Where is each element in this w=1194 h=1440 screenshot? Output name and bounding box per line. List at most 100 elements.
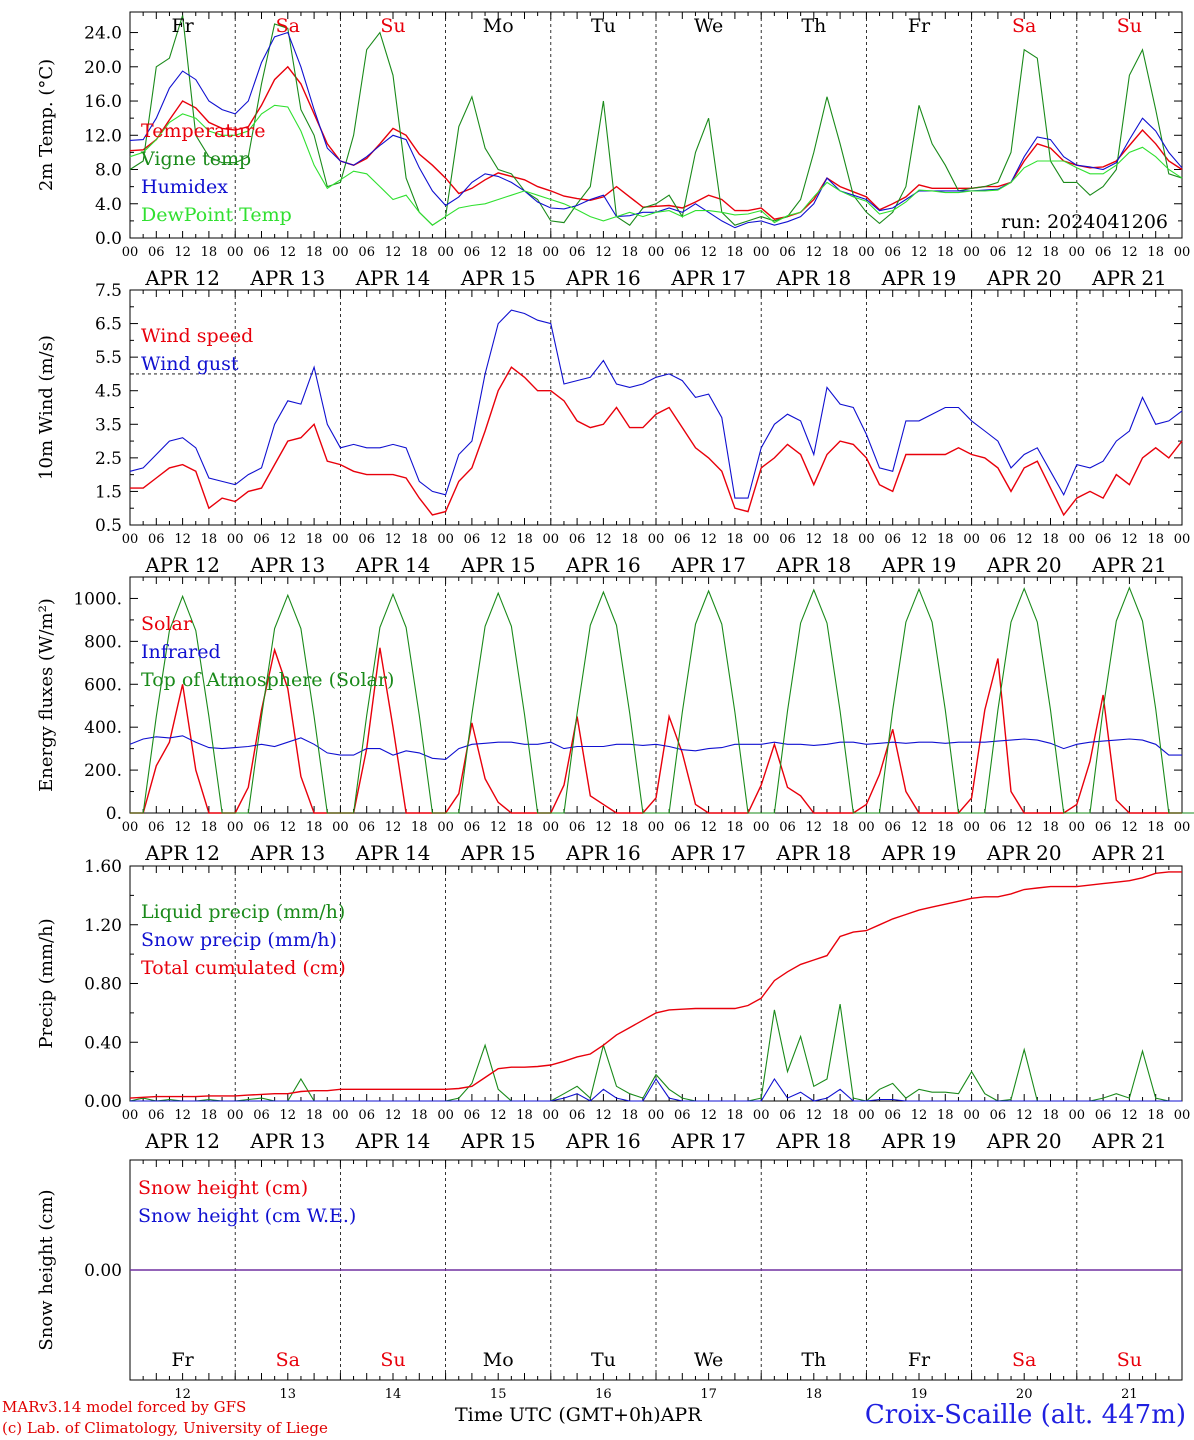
hour-tick-label: 00: [648, 245, 665, 260]
hour-tick-label: 12: [1016, 532, 1033, 547]
y-tick-label: 24.0: [84, 24, 122, 44]
y-tick-label: 200.: [84, 761, 122, 781]
hour-tick-label: 12: [1121, 820, 1138, 835]
hour-tick-label: 06: [779, 820, 796, 835]
hour-tick-label: 00: [753, 532, 770, 547]
hour-tick-label: 06: [779, 245, 796, 260]
hour-tick-label: 00: [122, 532, 139, 547]
hour-tick-label: 12: [280, 532, 297, 547]
date-label: APR 12: [144, 841, 220, 865]
hour-tick-label: 06: [674, 245, 691, 260]
weekday-label: Mo: [483, 1349, 514, 1371]
hour-tick-label: 00: [122, 245, 139, 260]
date-label: APR 20: [986, 841, 1062, 865]
date-label: APR 12: [144, 1129, 220, 1153]
date-label: APR 14: [355, 841, 431, 865]
hour-tick-label: 06: [990, 245, 1007, 260]
series-line: [129, 309, 1183, 499]
legend-entry: Top of Atmosphere (Solar): [141, 669, 394, 691]
weekday-label: Su: [380, 1349, 405, 1371]
hour-tick-label: 18: [1147, 820, 1164, 835]
hour-tick-label: 18: [201, 1108, 218, 1123]
hour-tick-label: 00: [227, 820, 244, 835]
hour-tick-label: 06: [464, 245, 481, 260]
hour-tick-label: 06: [990, 820, 1007, 835]
series-line: [129, 735, 1182, 760]
hour-tick-label: 00: [227, 532, 244, 547]
day-number-label: 21: [1121, 1387, 1138, 1400]
date-label: APR 15: [460, 266, 536, 290]
y-tick-label: 20.0: [84, 58, 122, 78]
hour-tick-label: 00: [1069, 245, 1086, 260]
hour-tick-label: 06: [253, 1108, 270, 1123]
hour-tick-label: 12: [595, 245, 612, 260]
date-label: APR 14: [355, 553, 431, 577]
hour-tick-label: 12: [174, 1108, 191, 1123]
y-tick-label: 0.5: [95, 516, 122, 536]
hour-tick-label: 06: [884, 532, 901, 547]
hour-tick-label: 06: [148, 245, 165, 260]
hour-tick-label: 12: [1121, 1108, 1138, 1123]
legend-entry: Temperature: [141, 120, 265, 142]
hour-tick-label: 00: [437, 1108, 454, 1123]
hour-tick-label: 00: [332, 532, 349, 547]
hour-tick-label: 06: [1095, 1108, 1112, 1123]
hour-tick-label: 12: [1121, 245, 1138, 260]
weekday-label: Su: [1117, 1349, 1142, 1371]
day-number-label: 19: [911, 1387, 928, 1400]
hour-tick-label: 12: [174, 820, 191, 835]
hour-tick-label: 06: [884, 820, 901, 835]
hour-tick-label: 18: [1147, 1108, 1164, 1123]
hour-tick-label: 00: [753, 245, 770, 260]
hour-tick-label: 18: [1042, 820, 1059, 835]
date-label: APR 21: [1091, 841, 1167, 865]
hour-tick-label: 00: [122, 820, 139, 835]
series-line: [130, 366, 1183, 517]
hour-tick-label: 18: [411, 820, 428, 835]
day-number-label: 12: [174, 1387, 191, 1400]
hour-tick-label: 18: [201, 532, 218, 547]
hour-tick-label: 12: [595, 820, 612, 835]
date-label: APR 17: [670, 1129, 746, 1153]
hour-tick-label: 06: [358, 245, 375, 260]
hour-tick-label: 06: [148, 532, 165, 547]
hour-tick-label: 00: [963, 245, 980, 260]
hour-tick-label: 06: [1095, 245, 1112, 260]
legend-entry: Wind speed: [141, 325, 253, 347]
hour-tick-label: 06: [569, 1108, 586, 1123]
hour-tick-label: 18: [832, 532, 849, 547]
weekday-label: Sa: [276, 1349, 300, 1371]
y-tick-label: 1.20: [84, 916, 122, 936]
hour-tick-label: 00: [1174, 1108, 1191, 1123]
hour-tick-label: 12: [806, 245, 823, 260]
hour-tick-label: 12: [385, 1108, 402, 1123]
hour-tick-label: 00: [1069, 1108, 1086, 1123]
hour-tick-label: 00: [332, 820, 349, 835]
hour-tick-label: 18: [727, 245, 744, 260]
date-label: APR 13: [249, 266, 325, 290]
hour-tick-label: 00: [963, 532, 980, 547]
hour-tick-label: 00: [227, 245, 244, 260]
hour-tick-label: 12: [700, 1108, 717, 1123]
legend-entry: Wind gust: [141, 353, 239, 375]
weekday-label: Fr: [171, 1349, 194, 1371]
hour-tick-label: 00: [1069, 820, 1086, 835]
hour-tick-label: 18: [727, 820, 744, 835]
y-tick-label: 3.5: [95, 415, 122, 435]
hour-tick-label: 06: [674, 532, 691, 547]
hour-tick-label: 18: [201, 245, 218, 260]
hour-tick-label: 00: [753, 1108, 770, 1123]
hour-tick-label: 00: [648, 1108, 665, 1123]
hour-tick-label: 18: [1042, 1108, 1059, 1123]
date-label: APR 18: [775, 553, 851, 577]
hour-tick-label: 06: [674, 1108, 691, 1123]
hour-tick-label: 06: [884, 1108, 901, 1123]
date-label: APR 13: [249, 841, 325, 865]
hour-tick-label: 18: [306, 820, 323, 835]
hour-tick-label: 06: [464, 1108, 481, 1123]
hour-tick-label: 18: [411, 245, 428, 260]
y-tick-label: 0.0: [95, 229, 122, 249]
model-credit: MARv3.14 model forced by GFS: [2, 1398, 247, 1416]
hour-tick-label: 00: [648, 532, 665, 547]
series-line: [130, 586, 1194, 814]
